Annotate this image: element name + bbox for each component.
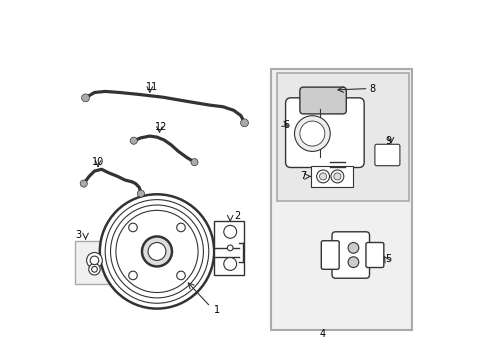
FancyBboxPatch shape <box>276 73 408 202</box>
Circle shape <box>294 116 329 152</box>
Circle shape <box>100 194 214 309</box>
Circle shape <box>347 243 358 253</box>
FancyBboxPatch shape <box>299 87 346 114</box>
Text: 1: 1 <box>214 305 220 315</box>
Circle shape <box>299 121 324 146</box>
FancyBboxPatch shape <box>321 241 339 269</box>
Circle shape <box>86 252 102 268</box>
FancyBboxPatch shape <box>214 221 244 275</box>
Circle shape <box>148 243 165 260</box>
Circle shape <box>91 266 97 272</box>
Circle shape <box>130 137 137 144</box>
Circle shape <box>347 257 358 267</box>
Circle shape <box>128 223 137 232</box>
FancyBboxPatch shape <box>75 241 110 284</box>
FancyBboxPatch shape <box>271 69 411 330</box>
Text: 3: 3 <box>75 230 81 240</box>
Text: 8: 8 <box>369 84 375 94</box>
Circle shape <box>227 245 233 251</box>
FancyBboxPatch shape <box>310 166 353 187</box>
FancyBboxPatch shape <box>331 232 369 278</box>
Circle shape <box>319 173 326 180</box>
Circle shape <box>316 170 329 183</box>
Text: 4: 4 <box>319 329 325 339</box>
Circle shape <box>190 158 198 166</box>
Circle shape <box>176 223 185 232</box>
Text: 5: 5 <box>385 254 391 264</box>
Circle shape <box>224 257 236 270</box>
Text: 7: 7 <box>300 171 305 181</box>
Circle shape <box>128 271 137 280</box>
FancyBboxPatch shape <box>285 98 364 167</box>
Circle shape <box>333 173 340 180</box>
Circle shape <box>81 94 89 102</box>
Circle shape <box>137 190 144 197</box>
Circle shape <box>240 119 248 127</box>
Circle shape <box>80 180 87 187</box>
Circle shape <box>176 271 185 280</box>
Text: 2: 2 <box>233 211 240 221</box>
Circle shape <box>90 256 99 265</box>
Text: 10: 10 <box>92 157 104 167</box>
Text: 6: 6 <box>283 120 288 130</box>
Circle shape <box>142 237 172 266</box>
Circle shape <box>88 264 100 275</box>
Text: 11: 11 <box>145 82 158 92</box>
Circle shape <box>330 170 343 183</box>
FancyBboxPatch shape <box>365 243 383 267</box>
Circle shape <box>224 225 236 238</box>
Text: 12: 12 <box>155 122 167 132</box>
FancyBboxPatch shape <box>374 144 399 166</box>
Text: 9: 9 <box>384 136 390 146</box>
